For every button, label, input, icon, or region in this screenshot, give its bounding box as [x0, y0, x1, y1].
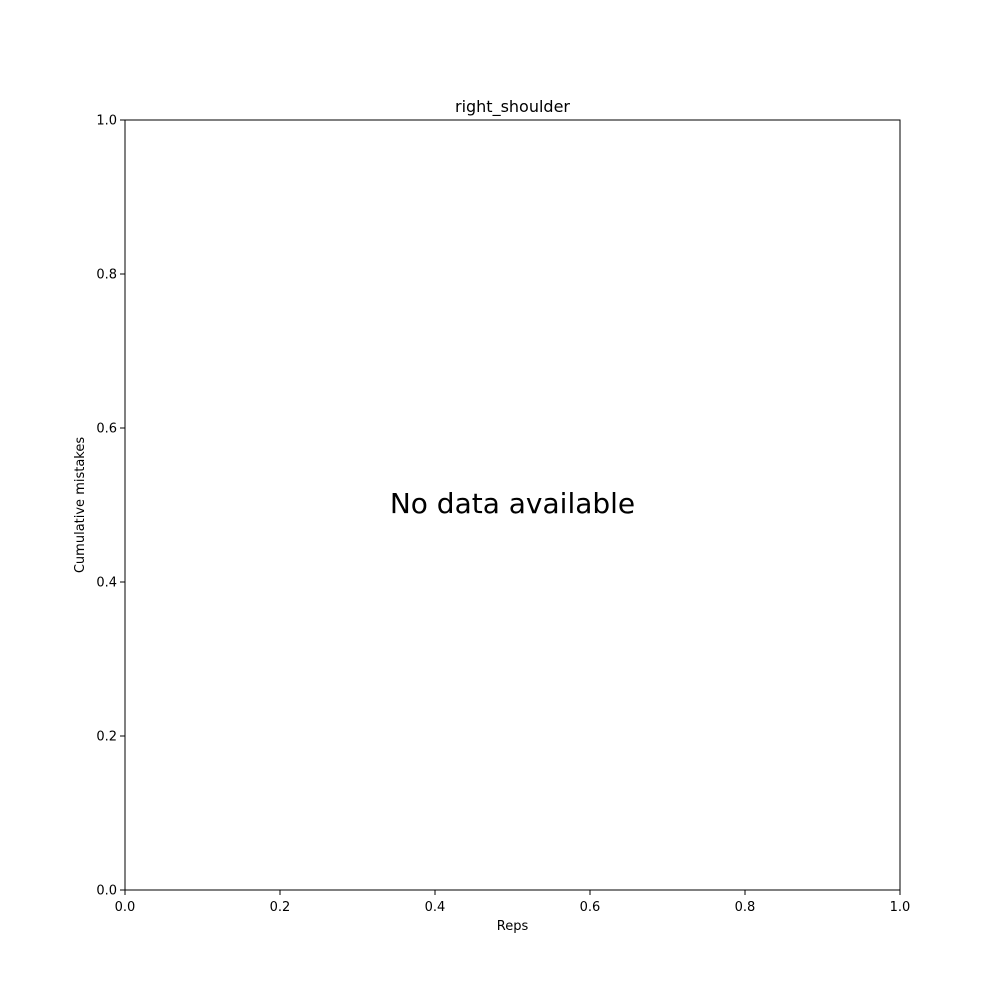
x-tick-label: 1.0 [890, 900, 911, 915]
no-data-annotation: No data available [390, 487, 635, 520]
x-tick-label: 0.0 [115, 900, 136, 915]
x-tick-label: 0.4 [425, 900, 446, 915]
y-tick-label: 1.0 [96, 114, 117, 129]
x-tick-label: 0.2 [270, 900, 291, 915]
x-axis-title: Reps [497, 919, 529, 934]
y-tick-label: 0.2 [96, 730, 117, 745]
y-tick-label: 0.6 [96, 422, 117, 437]
tick-group: 0.0 0.2 0.4 0.6 0.8 1.0 0.0 0.2 0.4 0.6 0.8 1.0 [96, 114, 910, 916]
x-tick-label: 0.8 [735, 900, 756, 915]
y-axis-title: Cumulative mistakes [73, 437, 88, 574]
y-tick-label: 0.0 [96, 884, 117, 899]
y-tick-label: 0.4 [96, 576, 117, 591]
plot-area-frame [124, 119, 901, 891]
y-tick-label: 0.8 [96, 268, 117, 283]
x-tick-label: 0.6 [580, 900, 601, 915]
chart-title: right_shoulder [455, 97, 570, 117]
